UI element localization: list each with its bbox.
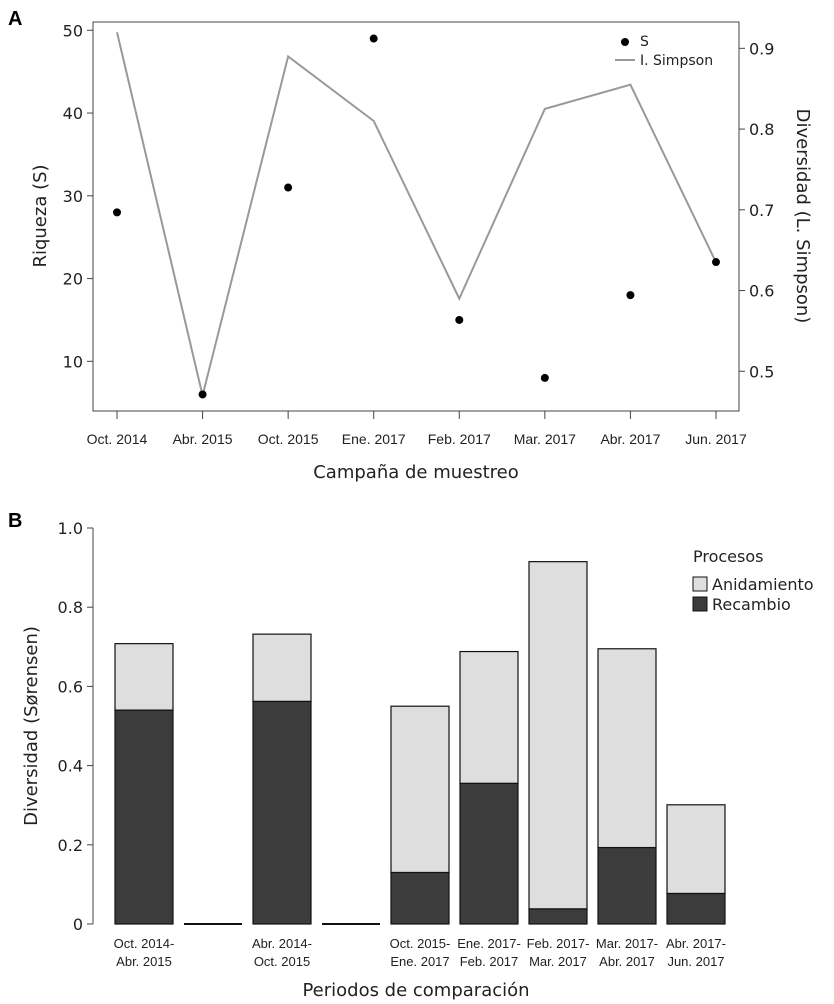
bar-anidamiento [114,643,174,711]
x-tick-label-line2: Abr. 2015 [116,954,172,969]
richness-point [540,373,549,382]
bar-anidamiento [459,650,519,785]
left-tick-label: 50 [63,21,83,40]
richness-point [113,208,121,217]
panel-b-ylabel: Diversidad (Sørensen) [21,626,42,826]
left-tick-label: 30 [63,187,83,206]
left-tick-label: 20 [63,270,83,289]
panel-a-xlabel: Campaña de muestreo [313,462,519,483]
y-tick-label: 0.2 [58,836,83,855]
panel-b: B 0 0.2 0.4 0.6 0.8 1.0 Oct. 2014- Abr. 2015 Ab… [8,510,814,1001]
x-tick-label-line1: Abr. 2014- [252,936,312,951]
bar-recambio [597,846,657,925]
right-tick-label: 0.5 [749,362,774,381]
right-tick-label: 0.8 [749,120,774,139]
panel-a-right-axis: 0.5 0.6 0.7 0.8 0.9 [739,39,774,381]
x-tick-label-line1: Abr. 2017- [666,936,726,951]
x-tick-label: Mar. 2017 [514,431,576,447]
bar-anidamiento [252,633,312,703]
y-tick-label: 0.4 [58,757,83,776]
panel-a-plot-frame [92,21,740,412]
bar-anidamiento [390,705,450,874]
x-tick-label: Oct. 2015 [258,431,319,447]
y-tick-label: 0.6 [58,677,83,696]
panel-a-y2label: Diversidad (L. Simpson) [792,109,813,324]
x-tick-label-line2: Feb. 2017 [460,954,519,969]
legend-simpson-label: I. Simpson [640,53,713,69]
bar-recambio [666,892,726,925]
richness-point [626,291,635,300]
panel-b-legend: Procesos Anidamiento Recambio [692,547,814,614]
x-tick-label: Feb. 2017 [428,431,491,447]
bar-anidamiento [666,804,726,895]
left-tick-label: 10 [63,352,83,371]
x-tick-label-line1: Ene. 2017- [457,936,521,951]
bar-anidamiento [597,648,657,849]
panel-b-y-axis: 0 0.2 0.4 0.6 0.8 1.0 [58,519,93,934]
x-tick-label-line2: Oct. 2015 [254,954,310,969]
panel-a-left-axis: 10 20 30 40 50 [63,21,93,371]
richness-point [455,315,464,324]
x-tick-label: Oct. 2014 [87,431,148,447]
right-tick-label: 0.9 [749,39,774,58]
left-tick-label: 40 [63,104,83,123]
richness-point [369,34,378,43]
y-tick-label: 1.0 [58,519,83,538]
right-tick-label: 0.6 [749,282,774,301]
y-tick-label: 0 [73,915,83,934]
panel-b-letter: B [8,510,22,532]
x-tick-label: Ene. 2017 [342,431,406,447]
x-tick-label-line1: Feb. 2017- [527,936,590,951]
panel-a: A 10 20 30 40 50 0.5 0.6 0.7 0.8 0.9 Oct. 2014 Ab… [8,8,813,483]
x-tick-label-line1: Oct. 2014- [114,936,175,951]
bar-recambio [528,908,588,925]
legend-anidamiento-swatch [692,576,708,592]
x-tick-label-line2: Jun. 2017 [667,954,724,969]
panel-a-legend: S I. Simpson [615,34,713,69]
right-tick-label: 0.7 [749,201,774,220]
x-tick-label-line2: Abr. 2017 [599,954,655,969]
legend-recambio-swatch [692,596,708,612]
legend-s-marker [621,38,629,46]
x-tick-label: Abr. 2017 [600,431,660,447]
panel-a-letter: A [8,8,22,30]
legend-anidamiento-label: Anidamiento [712,575,814,594]
x-tick-label-line2: Mar. 2017 [529,954,587,969]
x-tick-label-line1: Oct. 2015- [390,936,451,951]
x-tick-label: Jun. 2017 [685,431,747,447]
richness-points [113,34,720,399]
legend-s-label: S [640,34,649,50]
x-tick-label: Abr. 2015 [173,431,233,447]
bar-anidamiento [528,561,588,910]
panel-a-ylabel: Riqueza (S) [30,164,51,267]
simpson-line [116,31,717,396]
legend-title: Procesos [693,547,763,566]
bar-recambio [390,871,450,925]
bar-recambio [252,700,312,925]
y-tick-label: 0.8 [58,598,83,617]
x-tick-label-line2: Ene. 2017 [390,954,449,969]
bar-recambio [459,782,519,925]
richness-point [711,258,720,267]
panel-b-x-axis: Oct. 2014- Abr. 2015 Abr. 2014- Oct. 2015 Oc… [114,936,726,969]
richness-point [284,183,293,192]
panel-a-x-axis: Oct. 2014 Abr. 2015 Oct. 2015 Ene. 2017 Feb.… [87,411,747,447]
legend-recambio-label: Recambio [712,595,791,614]
x-tick-label-line1: Mar. 2017- [596,936,658,951]
panel-b-xlabel: Periodos de comparación [302,980,529,1001]
panel-b-bars [114,561,726,925]
richness-point [198,390,207,399]
bar-recambio [114,709,174,925]
